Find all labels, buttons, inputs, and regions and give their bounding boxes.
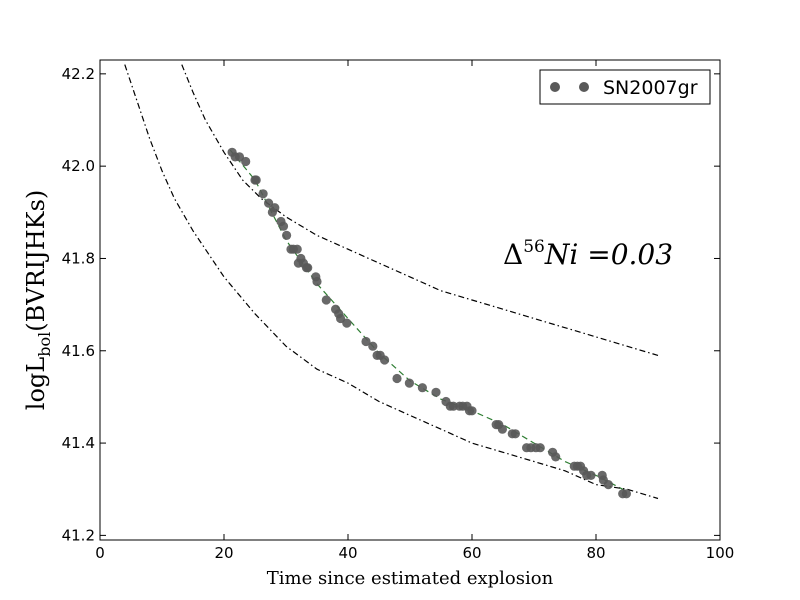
x-axis-title: Time since estimated explosion (267, 568, 554, 589)
data-point (241, 156, 251, 167)
axis-ticks: 0 20 40 60 80 100 41.2 41.4 41.6 41.8 42.0 42.2 (62, 60, 735, 562)
model-curve-3 (124, 64, 659, 500)
data-point (303, 263, 313, 273)
data-point (510, 429, 520, 439)
y-tick-label: 41.4 (62, 434, 95, 452)
data-point (361, 336, 371, 347)
legend: SN2007gr (539, 69, 711, 105)
y-tick-label: 41.6 (62, 342, 95, 360)
y-axis-title-bands: (BVRIJHKs) (22, 190, 50, 332)
data-point (278, 221, 289, 231)
y-axis-title-subscript: bol (35, 332, 54, 357)
data-point (586, 470, 596, 480)
data-point (417, 383, 427, 393)
plot-content (124, 64, 659, 500)
data-point (292, 244, 302, 254)
model-curve-2 (181, 64, 659, 356)
data-point (431, 387, 441, 397)
legend-marker-2 (579, 82, 589, 92)
data-point (368, 341, 378, 351)
ni-annotation-text: Ni =0.03 (544, 238, 673, 271)
ni-annotation: Δ56Ni =0.03 (503, 237, 673, 271)
data-point (380, 355, 390, 365)
legend-label: SN2007gr (603, 77, 698, 99)
data-point (251, 175, 261, 185)
legend-marker-1 (550, 82, 560, 92)
legend-box (539, 69, 711, 105)
data-point (551, 452, 561, 462)
data-point (392, 373, 402, 384)
data-point (467, 406, 477, 416)
x-tick-label: 40 (338, 544, 357, 562)
x-tick-label: 20 (214, 544, 233, 562)
y-axis-title-L: L (22, 357, 50, 373)
x-tick-label: 100 (706, 544, 735, 562)
svg-text:logLbol(BVRIJHKs): logLbol(BVRIJHKs) (22, 190, 54, 410)
y-tick-label: 41.2 (62, 526, 95, 544)
y-tick-label: 42.0 (62, 157, 95, 175)
data-point (258, 189, 268, 199)
data-point (621, 489, 632, 499)
data-point (282, 230, 292, 240)
data-point (535, 443, 545, 453)
ni-annotation-superscript: 56 (523, 237, 545, 257)
y-axis-title-log: log (22, 373, 50, 411)
x-tick-label: 80 (586, 544, 605, 562)
ni-annotation-delta: Δ (503, 238, 523, 271)
data-point (603, 480, 614, 490)
data-point (270, 203, 280, 213)
data-point (321, 295, 331, 305)
y-tick-label: 41.8 (62, 249, 95, 267)
data-point (404, 378, 414, 388)
y-axis-title: logLbol(BVRIJHKs) (22, 190, 54, 410)
plot-frame (99, 59, 721, 541)
data-point (497, 424, 507, 434)
x-tick-label: 0 (95, 544, 105, 562)
y-tick-label: 42.2 (62, 65, 95, 83)
x-tick-label: 60 (462, 544, 481, 562)
data-point (312, 276, 322, 287)
data-point (342, 318, 352, 328)
